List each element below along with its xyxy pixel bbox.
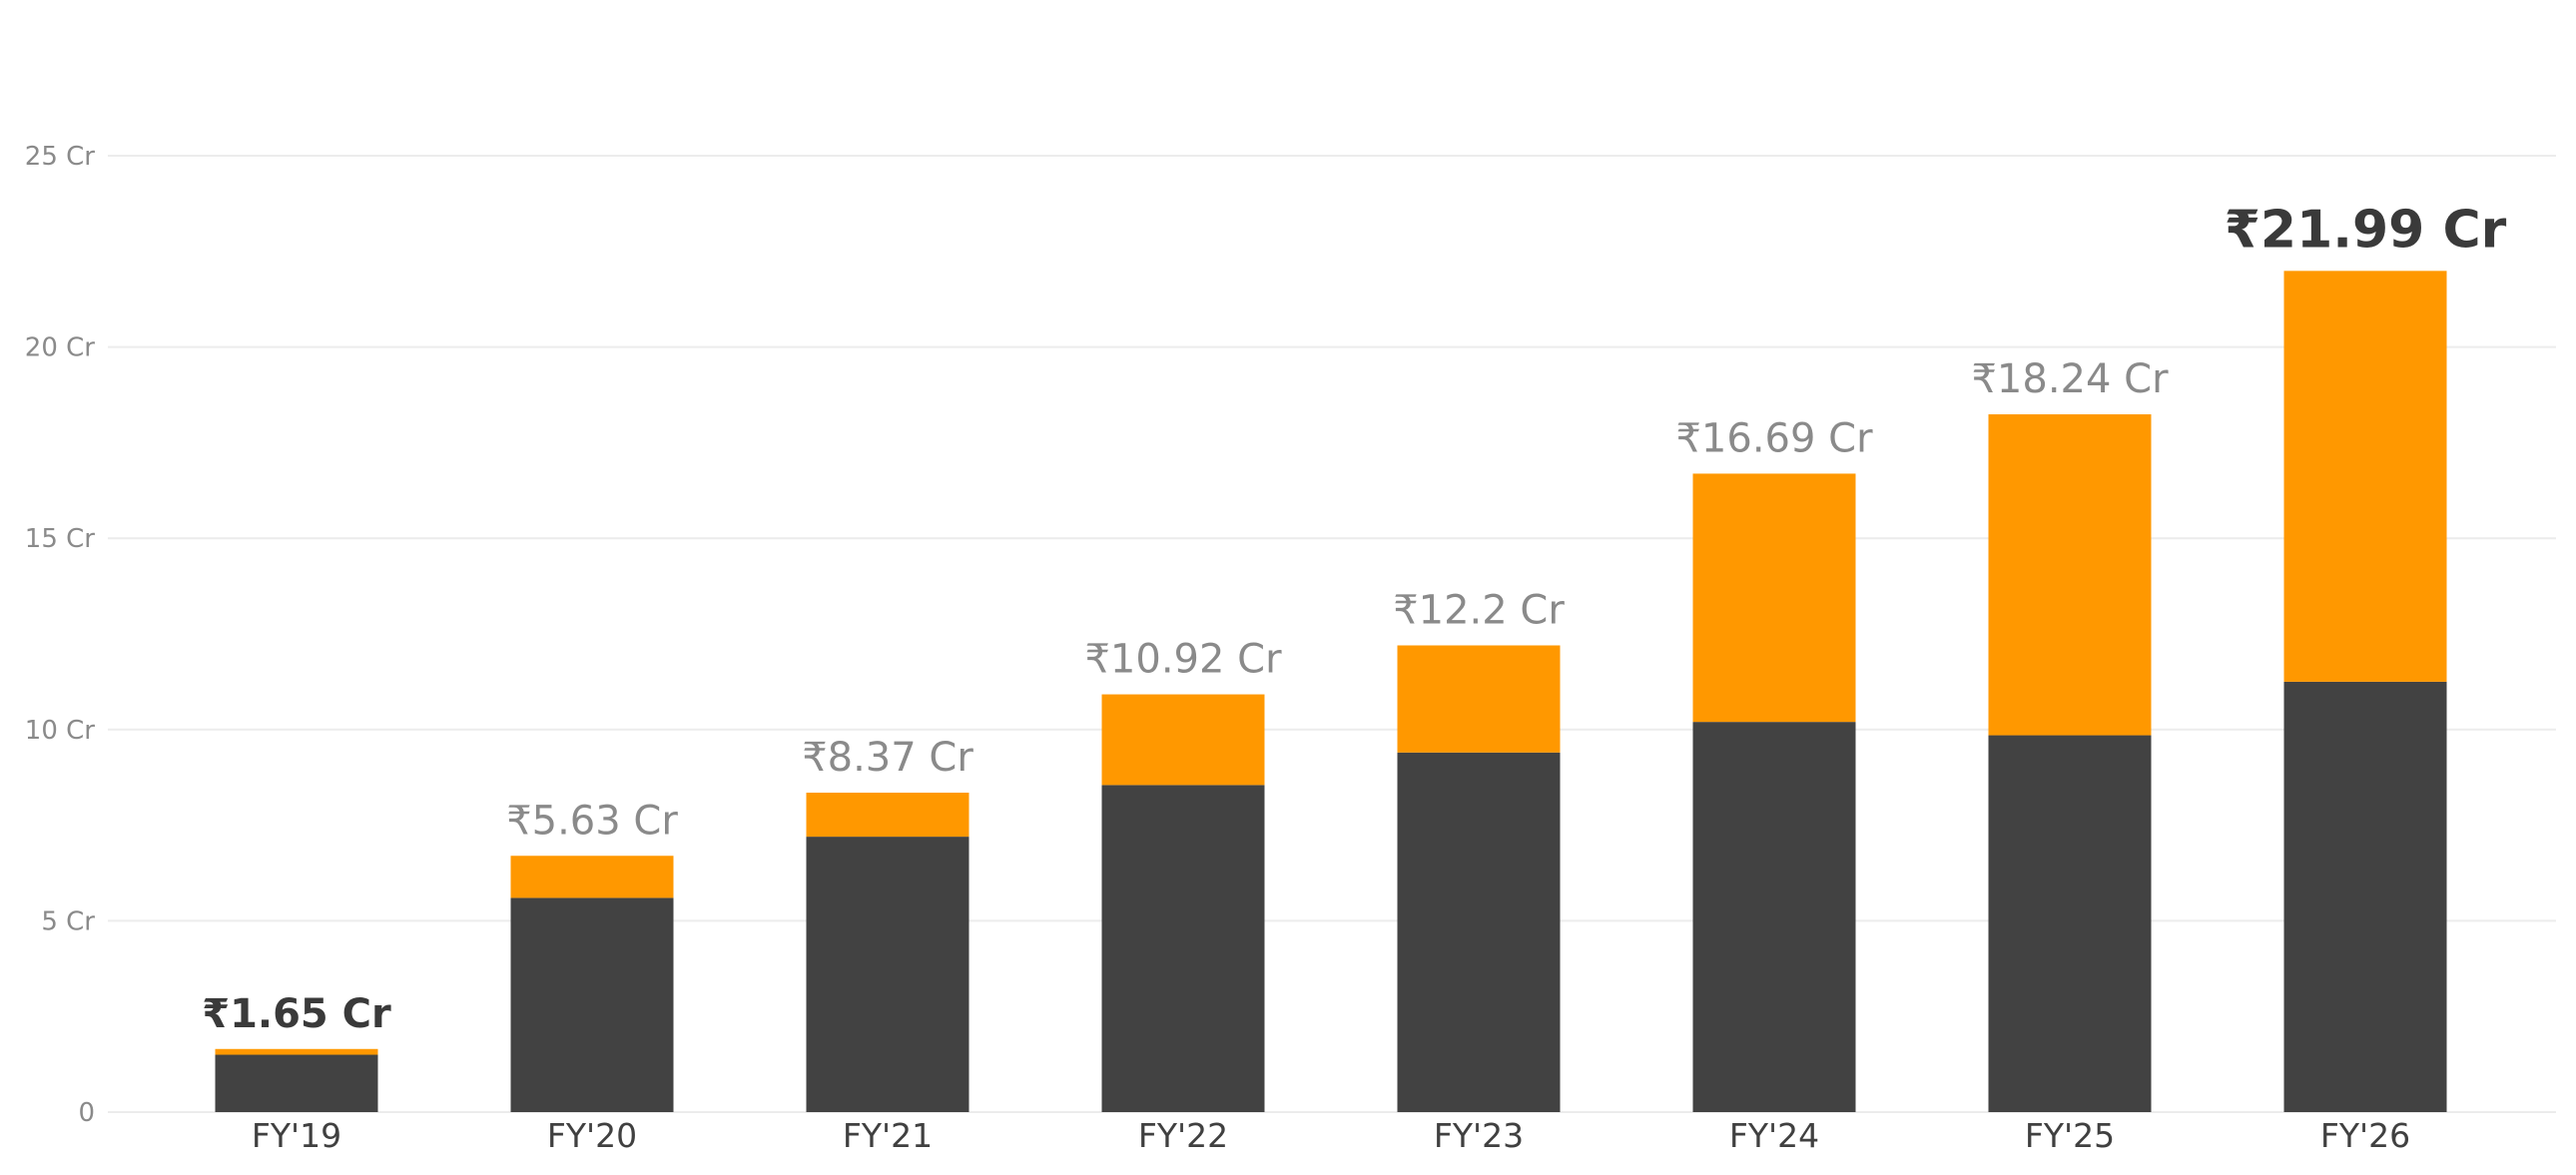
bar-segment-orange <box>510 856 674 898</box>
x-tick-label: FY'26 <box>2320 1116 2410 1155</box>
bar-segment-orange <box>806 793 969 838</box>
grid-layer <box>108 155 2556 1113</box>
x-tick-label: FY'22 <box>1138 1116 1228 1155</box>
y-tick-label: 5 Cr <box>41 906 95 936</box>
bar-total-label: ₹10.92 Cr <box>1084 637 1282 683</box>
bar-total-label: ₹8.37 Cr <box>802 735 973 781</box>
y-tick-label: 10 Cr <box>25 716 96 746</box>
bar-segment-orange <box>1988 414 2152 736</box>
bar-segment-dark <box>1101 785 1265 1112</box>
bar-segment-orange <box>2283 271 2447 682</box>
bar-segment-orange <box>1397 645 1561 753</box>
bar-segment-orange <box>1692 473 1856 723</box>
bar-segment-orange <box>215 1048 378 1055</box>
y-tick-label: 20 Cr <box>25 333 96 363</box>
y-tick-label: 0 <box>78 1098 95 1128</box>
x-tick-label: FY'21 <box>843 1116 933 1155</box>
y-tick-label: 15 Cr <box>25 524 96 554</box>
y-tick-label: 25 Cr <box>25 142 96 172</box>
x-axis-ticks: FY'19 FY'20 FY'21 FY'22 FY'23 FY'24 FY'25 FY'26 <box>252 1116 2410 1155</box>
bar-total-label: ₹18.24 Cr <box>1971 356 2169 402</box>
bar-segment-dark <box>806 837 969 1112</box>
bar-segment-dark <box>215 1054 378 1112</box>
x-tick-label: FY'25 <box>2025 1116 2115 1155</box>
bar-segment-dark <box>1692 722 1856 1112</box>
bar-total-label: ₹16.69 Cr <box>1675 415 1873 461</box>
bar-segment-dark <box>510 897 674 1112</box>
bars-layer <box>215 271 2447 1112</box>
x-tick-label: FY'19 <box>252 1116 341 1155</box>
bar-segment-dark <box>1988 735 2152 1112</box>
bar-total-label: ₹5.63 Cr <box>506 798 678 844</box>
bar-segment-orange <box>1101 694 1265 786</box>
x-tick-label: FY'23 <box>1434 1116 1524 1155</box>
bar-total-label: ₹1.65 Cr <box>202 991 391 1037</box>
bar-segment-dark <box>1397 752 1561 1112</box>
bar-total-label: ₹12.2 Cr <box>1393 587 1565 633</box>
x-tick-label: FY'20 <box>547 1116 637 1155</box>
x-tick-label: FY'24 <box>1729 1116 1819 1155</box>
y-axis-ticks: 0 5 Cr 10 Cr 15 Cr 20 Cr 25 Cr <box>25 142 96 1128</box>
bar-segment-dark <box>2283 681 2447 1112</box>
total-labels-layer: ₹1.65 Cr ₹5.63 Cr ₹8.37 Cr ₹10.92 Cr ₹12.2 C… <box>202 200 2506 1036</box>
bar-total-label: ₹21.99 Cr <box>2225 200 2507 260</box>
